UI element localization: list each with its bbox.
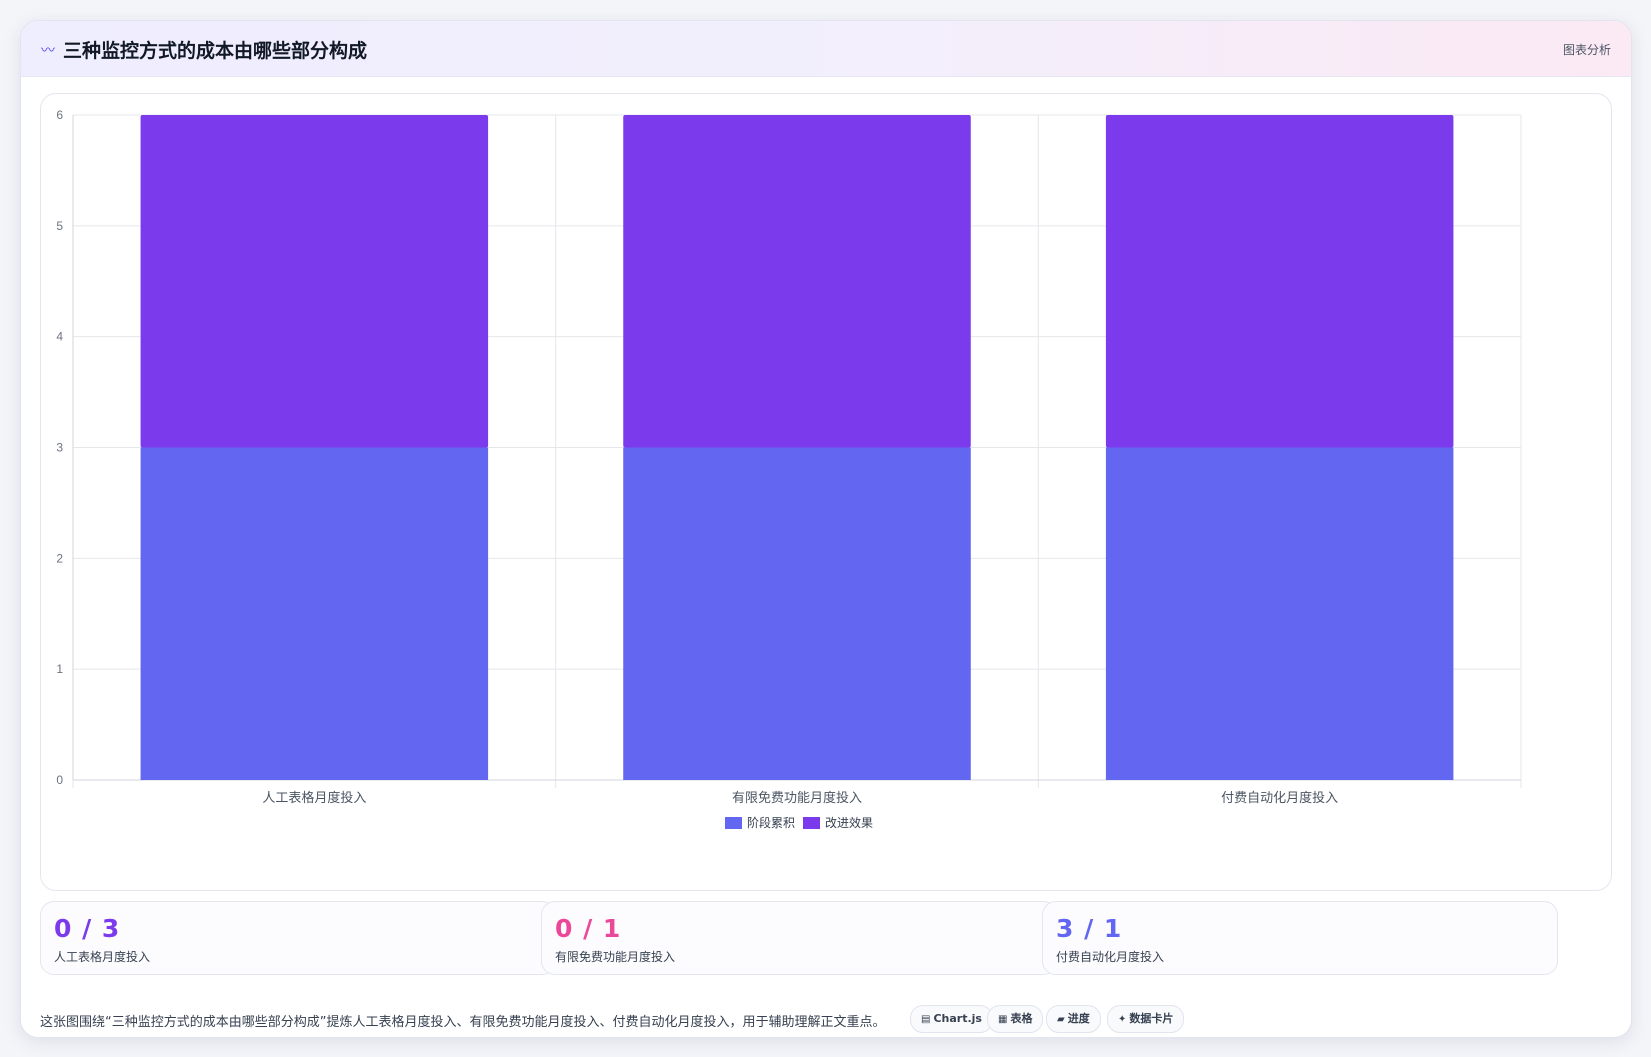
y-tick-label: 1 xyxy=(56,662,63,676)
chip-label: 进度 xyxy=(1067,1012,1090,1025)
legend-label: 阶段累积 xyxy=(747,815,795,830)
x-tick-label: 有限免费功能月度投入 xyxy=(732,790,862,805)
stat-label: 有限免费功能月度投入 xyxy=(555,950,676,964)
legend-swatch xyxy=(725,817,742,829)
chip-progress[interactable]: ▰ 进度 xyxy=(1046,1005,1101,1033)
chip-table[interactable]: ▦ 表格 xyxy=(987,1005,1044,1033)
stat-label: 人工表格月度投入 xyxy=(54,950,151,964)
chip-label: 数据卡片 xyxy=(1129,1012,1174,1025)
bar-segment xyxy=(623,115,971,448)
chart-icon: ▤ xyxy=(921,1014,931,1025)
y-tick-label: 6 xyxy=(56,108,63,122)
wave-icon: 〰 xyxy=(41,43,55,59)
progress-icon: ▰ xyxy=(1057,1014,1065,1025)
stat-label: 付费自动化月度投入 xyxy=(1056,950,1165,964)
table-icon: ▦ xyxy=(998,1014,1008,1025)
bar-segment xyxy=(140,115,489,448)
bar-segment xyxy=(140,447,489,780)
sparkle-icon: ✦ xyxy=(1118,1014,1127,1025)
chip-chartjs[interactable]: ▤ Chart.js xyxy=(910,1005,993,1033)
stat-value: 0 / 3 xyxy=(54,914,121,943)
y-tick-label: 5 xyxy=(56,219,63,233)
chip-label: Chart.js xyxy=(933,1012,982,1025)
bar-segment xyxy=(1105,115,1454,448)
y-tick-label: 2 xyxy=(56,551,63,565)
bar-segment xyxy=(1105,447,1454,780)
chip-data-card[interactable]: ✦ 数据卡片 xyxy=(1107,1005,1185,1033)
stat-card-manual: 0 / 3 人工表格月度投入 xyxy=(40,901,556,975)
legend-swatch xyxy=(803,817,820,829)
stat-card-free: 0 / 1 有限免费功能月度投入 xyxy=(541,901,1057,975)
y-tick-label: 4 xyxy=(56,330,63,344)
legend-label: 改进效果 xyxy=(825,815,873,830)
x-tick-label: 人工表格月度投入 xyxy=(262,790,366,805)
chart-panel: 0 1 2 3 4 5 6 人工表格月度投入 有限免费功能月度投入 付费自动化月度投入阶段累积 改进… xyxy=(40,93,1612,891)
y-tick-label: 3 xyxy=(56,441,63,455)
card-header: 〰 三种监控方式的成本由哪些部分构成 图表分析 xyxy=(21,21,1631,77)
chart-card: 〰 三种监控方式的成本由哪些部分构成 图表分析 0 1 2 3 4 5 6 人工表格月度投入有… xyxy=(20,20,1632,1038)
chart-caption: 这张图围绕“三种监控方式的成本由哪些部分构成”提炼人工表格月度投入、有限免费功能… xyxy=(40,1015,886,1030)
stat-value: 0 / 1 xyxy=(555,914,622,943)
stat-value: 3 / 1 xyxy=(1056,914,1123,943)
y-tick-label: 0 xyxy=(56,773,63,787)
stat-cards: 0 / 3 人工表格月度投入 0 / 1 有限免费功能月度投入 3 / 1 付费… xyxy=(40,901,1612,975)
x-tick-label: 付费自动化月度投入 xyxy=(1221,790,1338,805)
page-title: 三种监控方式的成本由哪些部分构成 xyxy=(63,40,368,62)
chip-label: 表格 xyxy=(1010,1012,1033,1025)
bar-segment xyxy=(623,447,971,780)
chart-analysis-tag: 图表分析 xyxy=(1562,43,1611,57)
stat-card-paid: 3 / 1 付费自动化月度投入 xyxy=(1042,901,1558,975)
